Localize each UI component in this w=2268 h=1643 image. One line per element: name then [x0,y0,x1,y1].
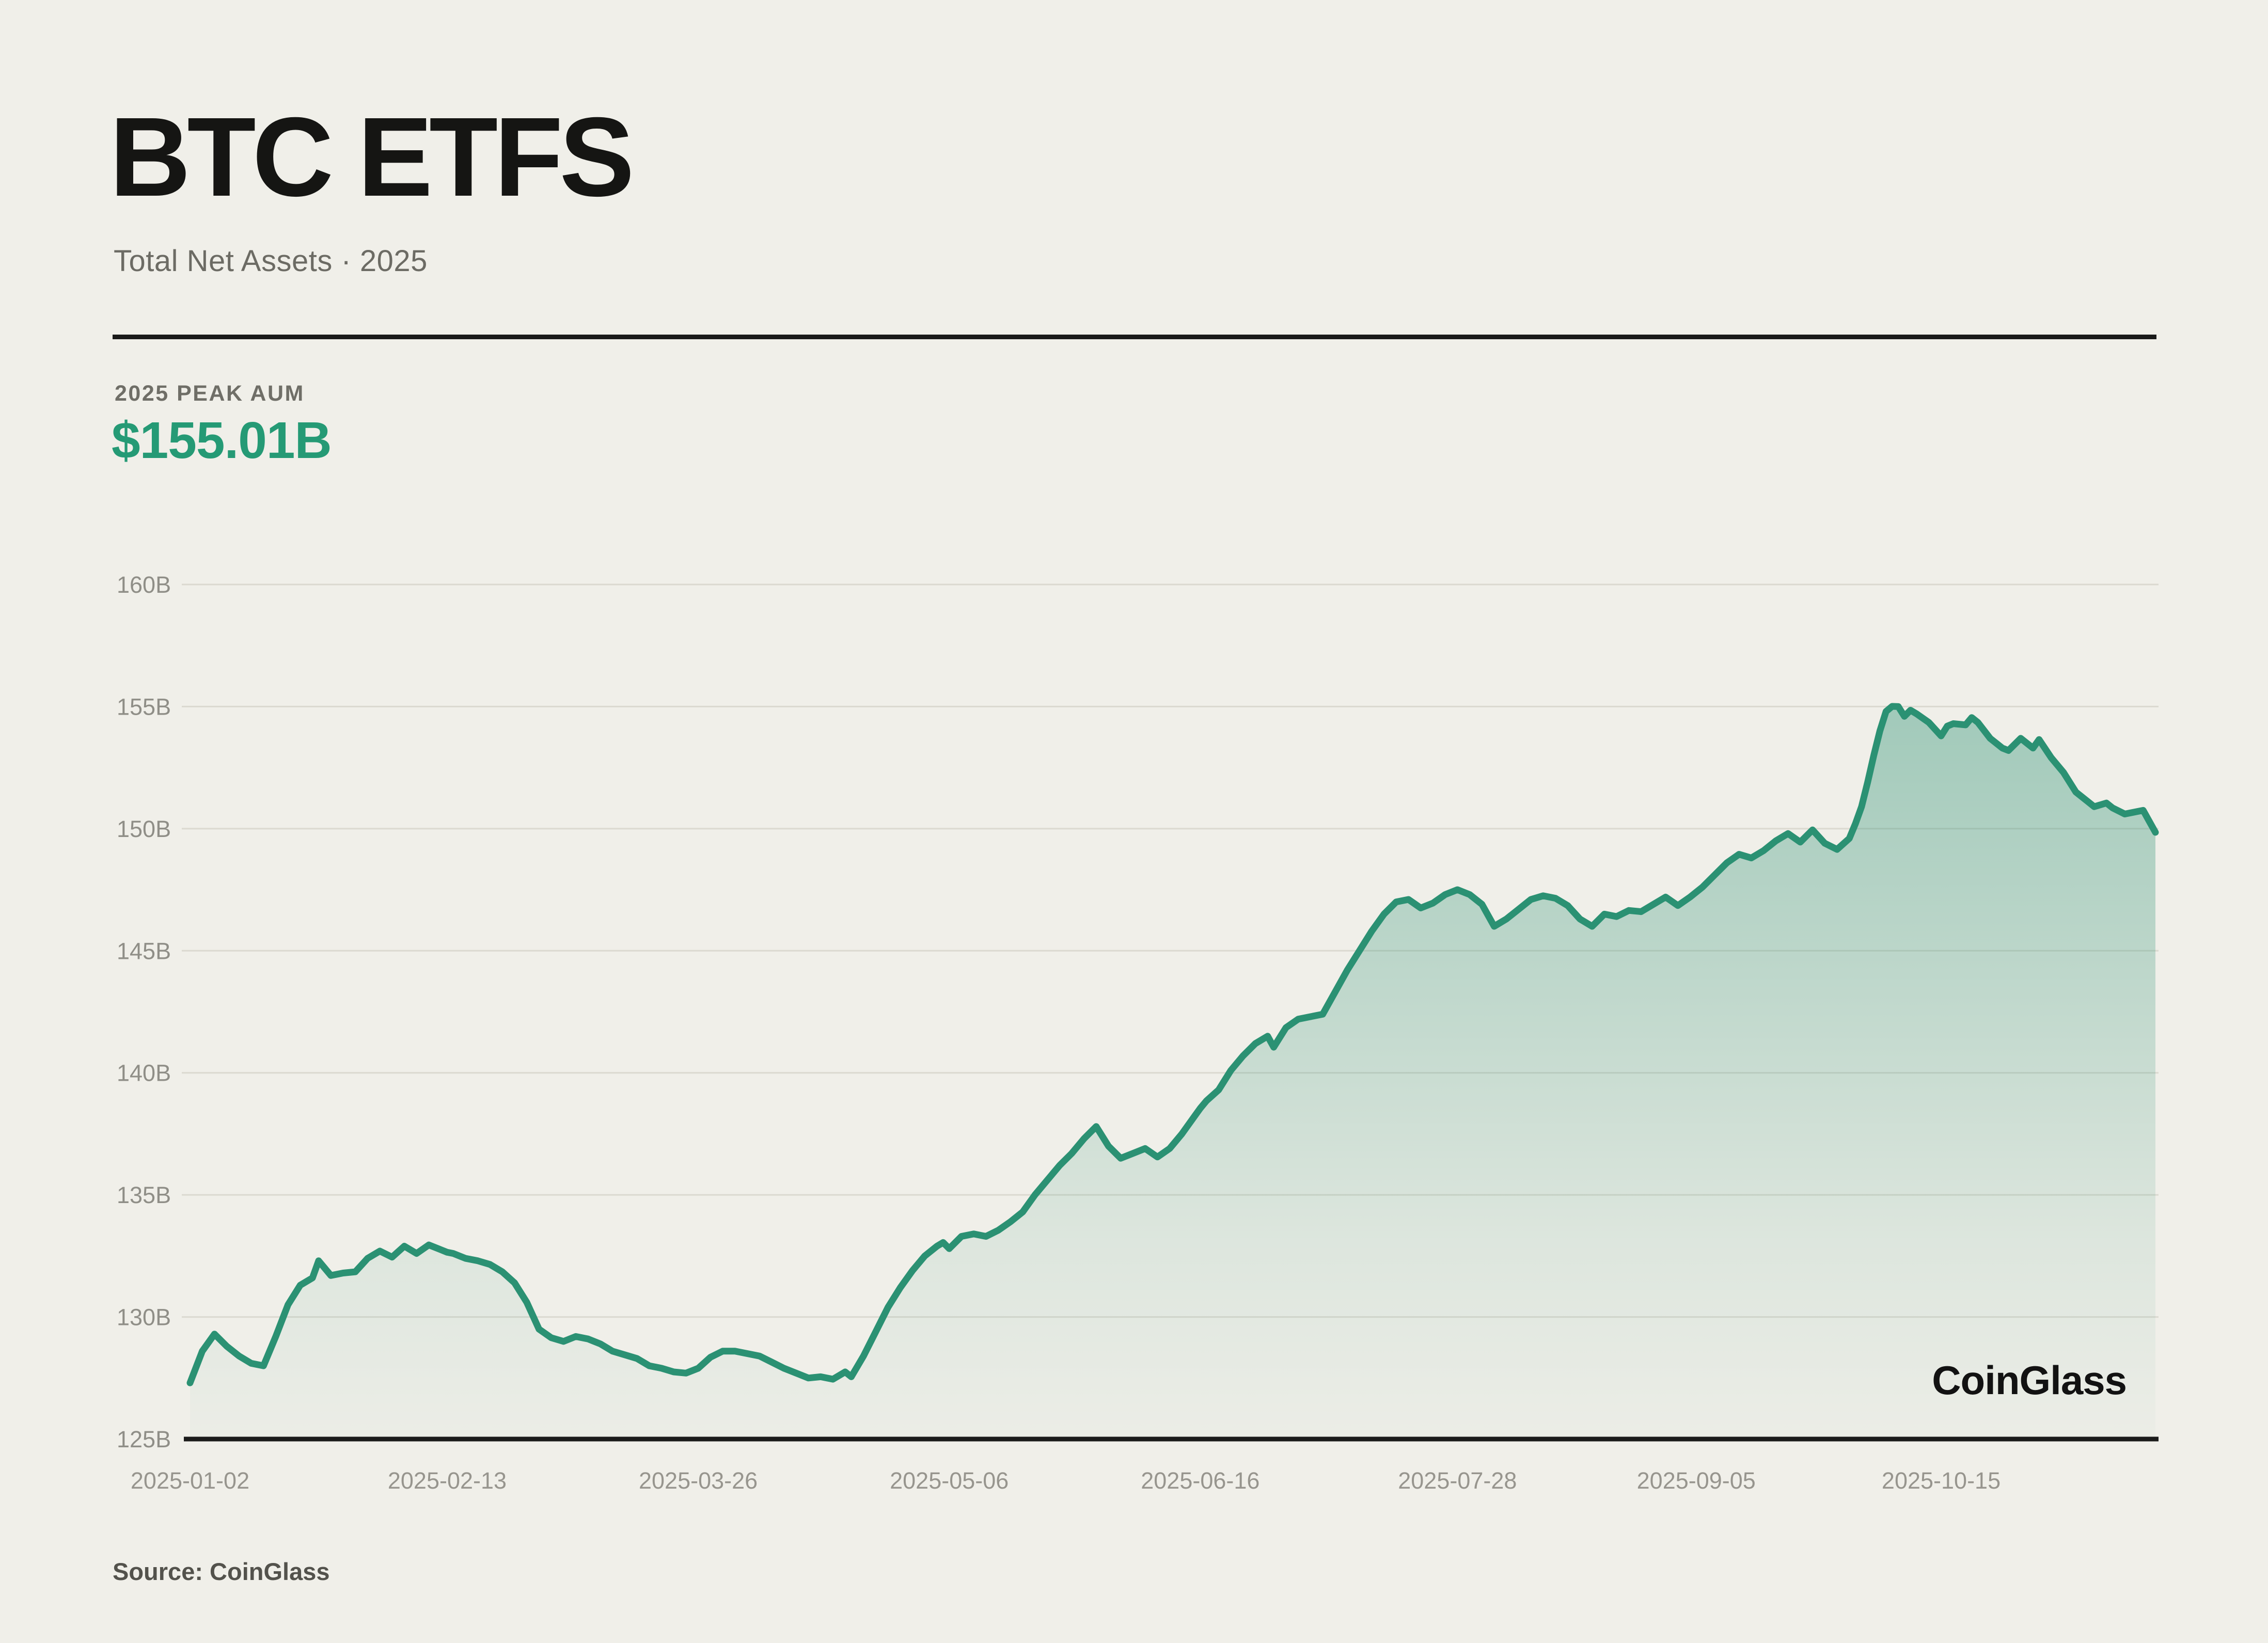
svg-text:2025-03-26: 2025-03-26 [639,1467,758,1494]
x-axis-labels: 2025-01-02 2025-02-13 2025-03-26 2025-05-06… [131,1467,2001,1494]
svg-text:2025-07-28: 2025-07-28 [1398,1467,1517,1494]
coinglass-logo: CoinGlass [1932,1357,2127,1403]
aum-area-chart: 160B 155B 150B 145B 140B 135B 130B 125B 2025-01-… [0,542,2268,1523]
svg-text:160B: 160B [117,572,171,598]
svg-text:150B: 150B [117,816,171,842]
svg-text:130B: 130B [117,1304,171,1331]
peak-aum-label: 2025 PEAK AUM [115,381,305,406]
source-credit: Source: CoinGlass [113,1558,330,1585]
aum-line [186,703,2159,1386]
svg-text:2025-10-15: 2025-10-15 [1882,1467,2001,1494]
header-divider [113,335,2156,339]
svg-text:2025-06-16: 2025-06-16 [1141,1467,1259,1494]
svg-text:140B: 140B [117,1060,171,1086]
svg-text:125B: 125B [117,1426,171,1452]
area-fill [190,706,2155,1439]
svg-text:2025-05-06: 2025-05-06 [890,1467,1009,1494]
peak-aum-value: $155.01B [112,412,332,469]
svg-text:135B: 135B [117,1182,171,1208]
page-title: BTC ETFS [109,94,635,220]
svg-text:145B: 145B [117,938,171,964]
svg-text:2025-02-13: 2025-02-13 [388,1467,507,1494]
svg-text:2025-09-05: 2025-09-05 [1637,1467,1756,1494]
page-subtitle: Total Net Assets · 2025 [114,244,428,278]
svg-text:2025-01-02: 2025-01-02 [131,1467,249,1494]
svg-text:155B: 155B [117,693,171,720]
y-axis-labels: 160B 155B 150B 145B 140B 135B 130B 125B [117,572,171,1452]
